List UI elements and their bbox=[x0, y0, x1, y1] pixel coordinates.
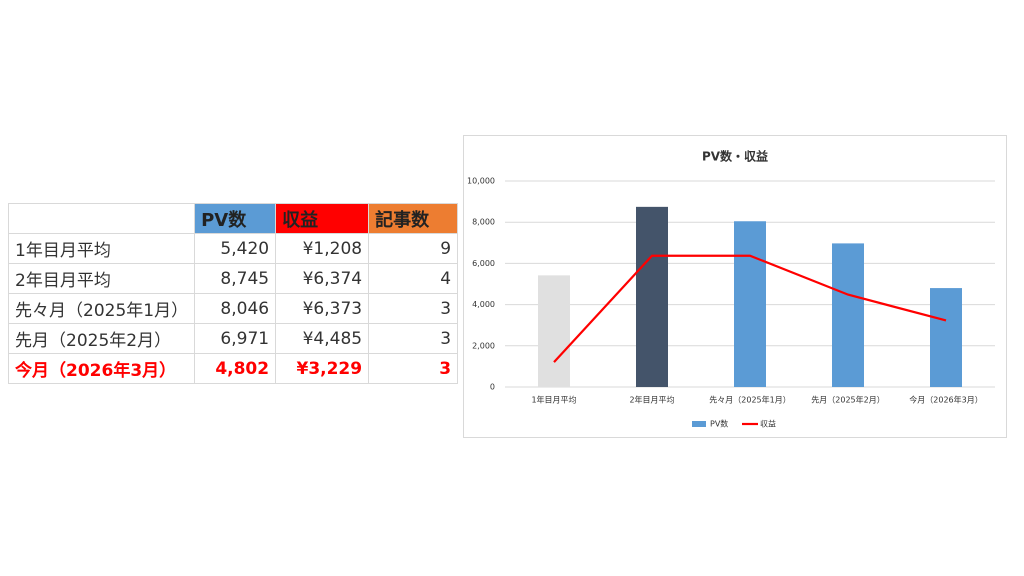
bar bbox=[734, 221, 766, 387]
y-tick-label: 0 bbox=[490, 383, 495, 392]
row-label: 1年目月平均 bbox=[7, 233, 196, 264]
table-row: 先月（2025年2月） 6,971 ¥4,485 3 bbox=[7, 323, 459, 354]
header-cell: PV数 bbox=[194, 203, 277, 234]
x-tick-label: 1年目月平均 bbox=[531, 395, 576, 405]
value-cell: 6,971 bbox=[194, 323, 277, 354]
y-tick-label: 6,000 bbox=[472, 259, 495, 268]
x-tick-label: 先月（2025年2月） bbox=[811, 395, 884, 405]
bar bbox=[930, 288, 962, 387]
value-cell: 3 bbox=[368, 353, 459, 384]
value-cell: 4,802 bbox=[194, 353, 277, 384]
value-cell: 9 bbox=[368, 233, 459, 264]
row-label: 先月（2025年2月） bbox=[7, 323, 196, 354]
legend-label: PV数 bbox=[710, 419, 728, 429]
value-cell: 3 bbox=[368, 323, 459, 354]
y-tick-label: 8,000 bbox=[472, 218, 495, 227]
bar bbox=[538, 275, 570, 387]
y-tick-label: 2,000 bbox=[472, 341, 495, 350]
header-row: PV数 収益 記事数 bbox=[7, 203, 459, 234]
value-cell: 4 bbox=[368, 263, 459, 294]
legend-label: 収益 bbox=[760, 419, 776, 429]
y-tick-label: 4,000 bbox=[472, 300, 495, 309]
value-cell: 8,745 bbox=[194, 263, 277, 294]
bar bbox=[636, 206, 668, 387]
table-row: 今月（2026年3月） 4,802 ¥3,229 3 bbox=[7, 353, 459, 384]
x-tick-label: 今月（2026年3月） bbox=[909, 395, 982, 405]
y-tick-label: 10,000 bbox=[467, 177, 495, 186]
value-cell: ¥6,374 bbox=[275, 263, 370, 294]
x-tick-label: 2年目月平均 bbox=[629, 395, 674, 405]
row-label: 先々月（2025年1月） bbox=[7, 293, 196, 324]
x-tick-label: 先々月（2025年1月） bbox=[709, 395, 790, 405]
value-cell: ¥1,208 bbox=[275, 233, 370, 264]
legend-swatch bbox=[692, 421, 706, 427]
table-row: 2年目月平均 8,745 ¥6,374 4 bbox=[7, 263, 459, 294]
row-label: 2年目月平均 bbox=[7, 263, 196, 294]
data-table: PV数 収益 記事数 1年目月平均 5,420 ¥1,208 9 2年目月平均 8,745 ¥6,… bbox=[7, 203, 459, 384]
bar bbox=[832, 243, 864, 387]
row-label: 今月（2026年3月） bbox=[7, 353, 196, 384]
value-cell: ¥6,373 bbox=[275, 293, 370, 324]
line bbox=[553, 254, 947, 363]
table-row: 1年目月平均 5,420 ¥1,208 9 bbox=[7, 233, 459, 264]
header-cell: 収益 bbox=[275, 203, 370, 234]
value-cell: ¥3,229 bbox=[275, 353, 370, 384]
chart-title: PV数・収益 bbox=[702, 149, 768, 164]
